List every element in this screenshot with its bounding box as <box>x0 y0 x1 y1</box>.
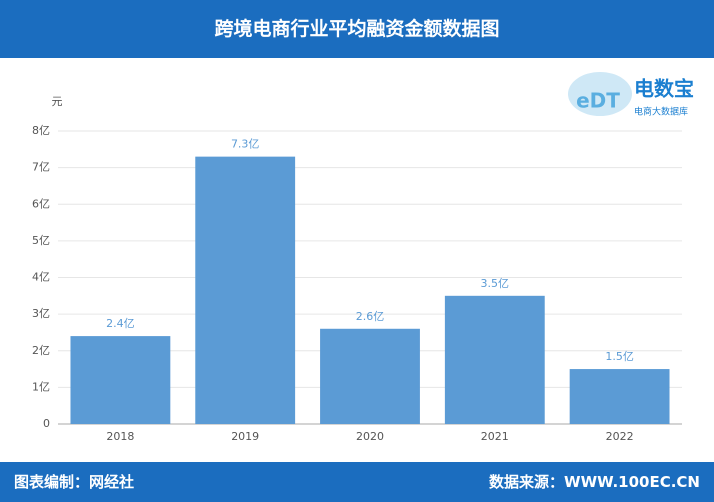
footer: 图表编制：网经社 数据来源：WWW.100EC.CN <box>0 462 714 502</box>
x-tick-label: 2018 <box>106 430 134 443</box>
bar <box>70 336 171 424</box>
x-tick-label: 2021 <box>481 430 509 443</box>
y-tick-label: 1亿 <box>32 380 50 393</box>
bar <box>320 328 420 424</box>
y-tick-label: 2亿 <box>32 344 50 357</box>
logo-name: 电数宝 <box>634 77 694 101</box>
value-label: 7.3亿 <box>231 138 260 151</box>
y-tick-label: 5亿 <box>32 234 50 247</box>
y-tick-label: 0 <box>43 417 50 430</box>
value-label: 2.4亿 <box>106 317 135 330</box>
value-label: 2.6亿 <box>356 310 385 323</box>
y-tick-label: 8亿 <box>32 124 50 137</box>
footer-right: 数据来源：WWW.100EC.CN <box>489 473 700 491</box>
logo-cloud <box>568 72 632 116</box>
header-title: 跨境电商行业平均融资金额数据图 <box>0 0 714 58</box>
y-tick-label: 4亿 <box>32 271 50 284</box>
bar <box>444 295 545 424</box>
chart: eDT 电数宝 电商大数据库 元 0 1亿 2亿 3亿 4亿 5亿 6亿 7亿 8亿 2018 2.… <box>32 72 694 443</box>
logo-tagline: 电商大数据库 <box>634 106 688 118</box>
value-label: 3.5亿 <box>481 277 510 290</box>
logo-mark: eDT <box>576 89 620 113</box>
y-tick-label: 7亿 <box>32 161 50 174</box>
x-tick-label: 2020 <box>356 430 384 443</box>
y-unit: 元 <box>52 95 63 108</box>
y-tick-label: 6亿 <box>32 197 50 210</box>
x-tick-label: 2019 <box>231 430 259 443</box>
x-tick-label: 2022 <box>606 430 634 443</box>
y-tick-label: 3亿 <box>32 307 50 320</box>
logo: eDT 电数宝 电商大数据库 <box>568 72 694 118</box>
footer-left: 图表编制：网经社 <box>14 473 135 491</box>
bar <box>195 156 296 424</box>
value-label: 1.5亿 <box>605 350 634 363</box>
bar <box>569 369 670 424</box>
